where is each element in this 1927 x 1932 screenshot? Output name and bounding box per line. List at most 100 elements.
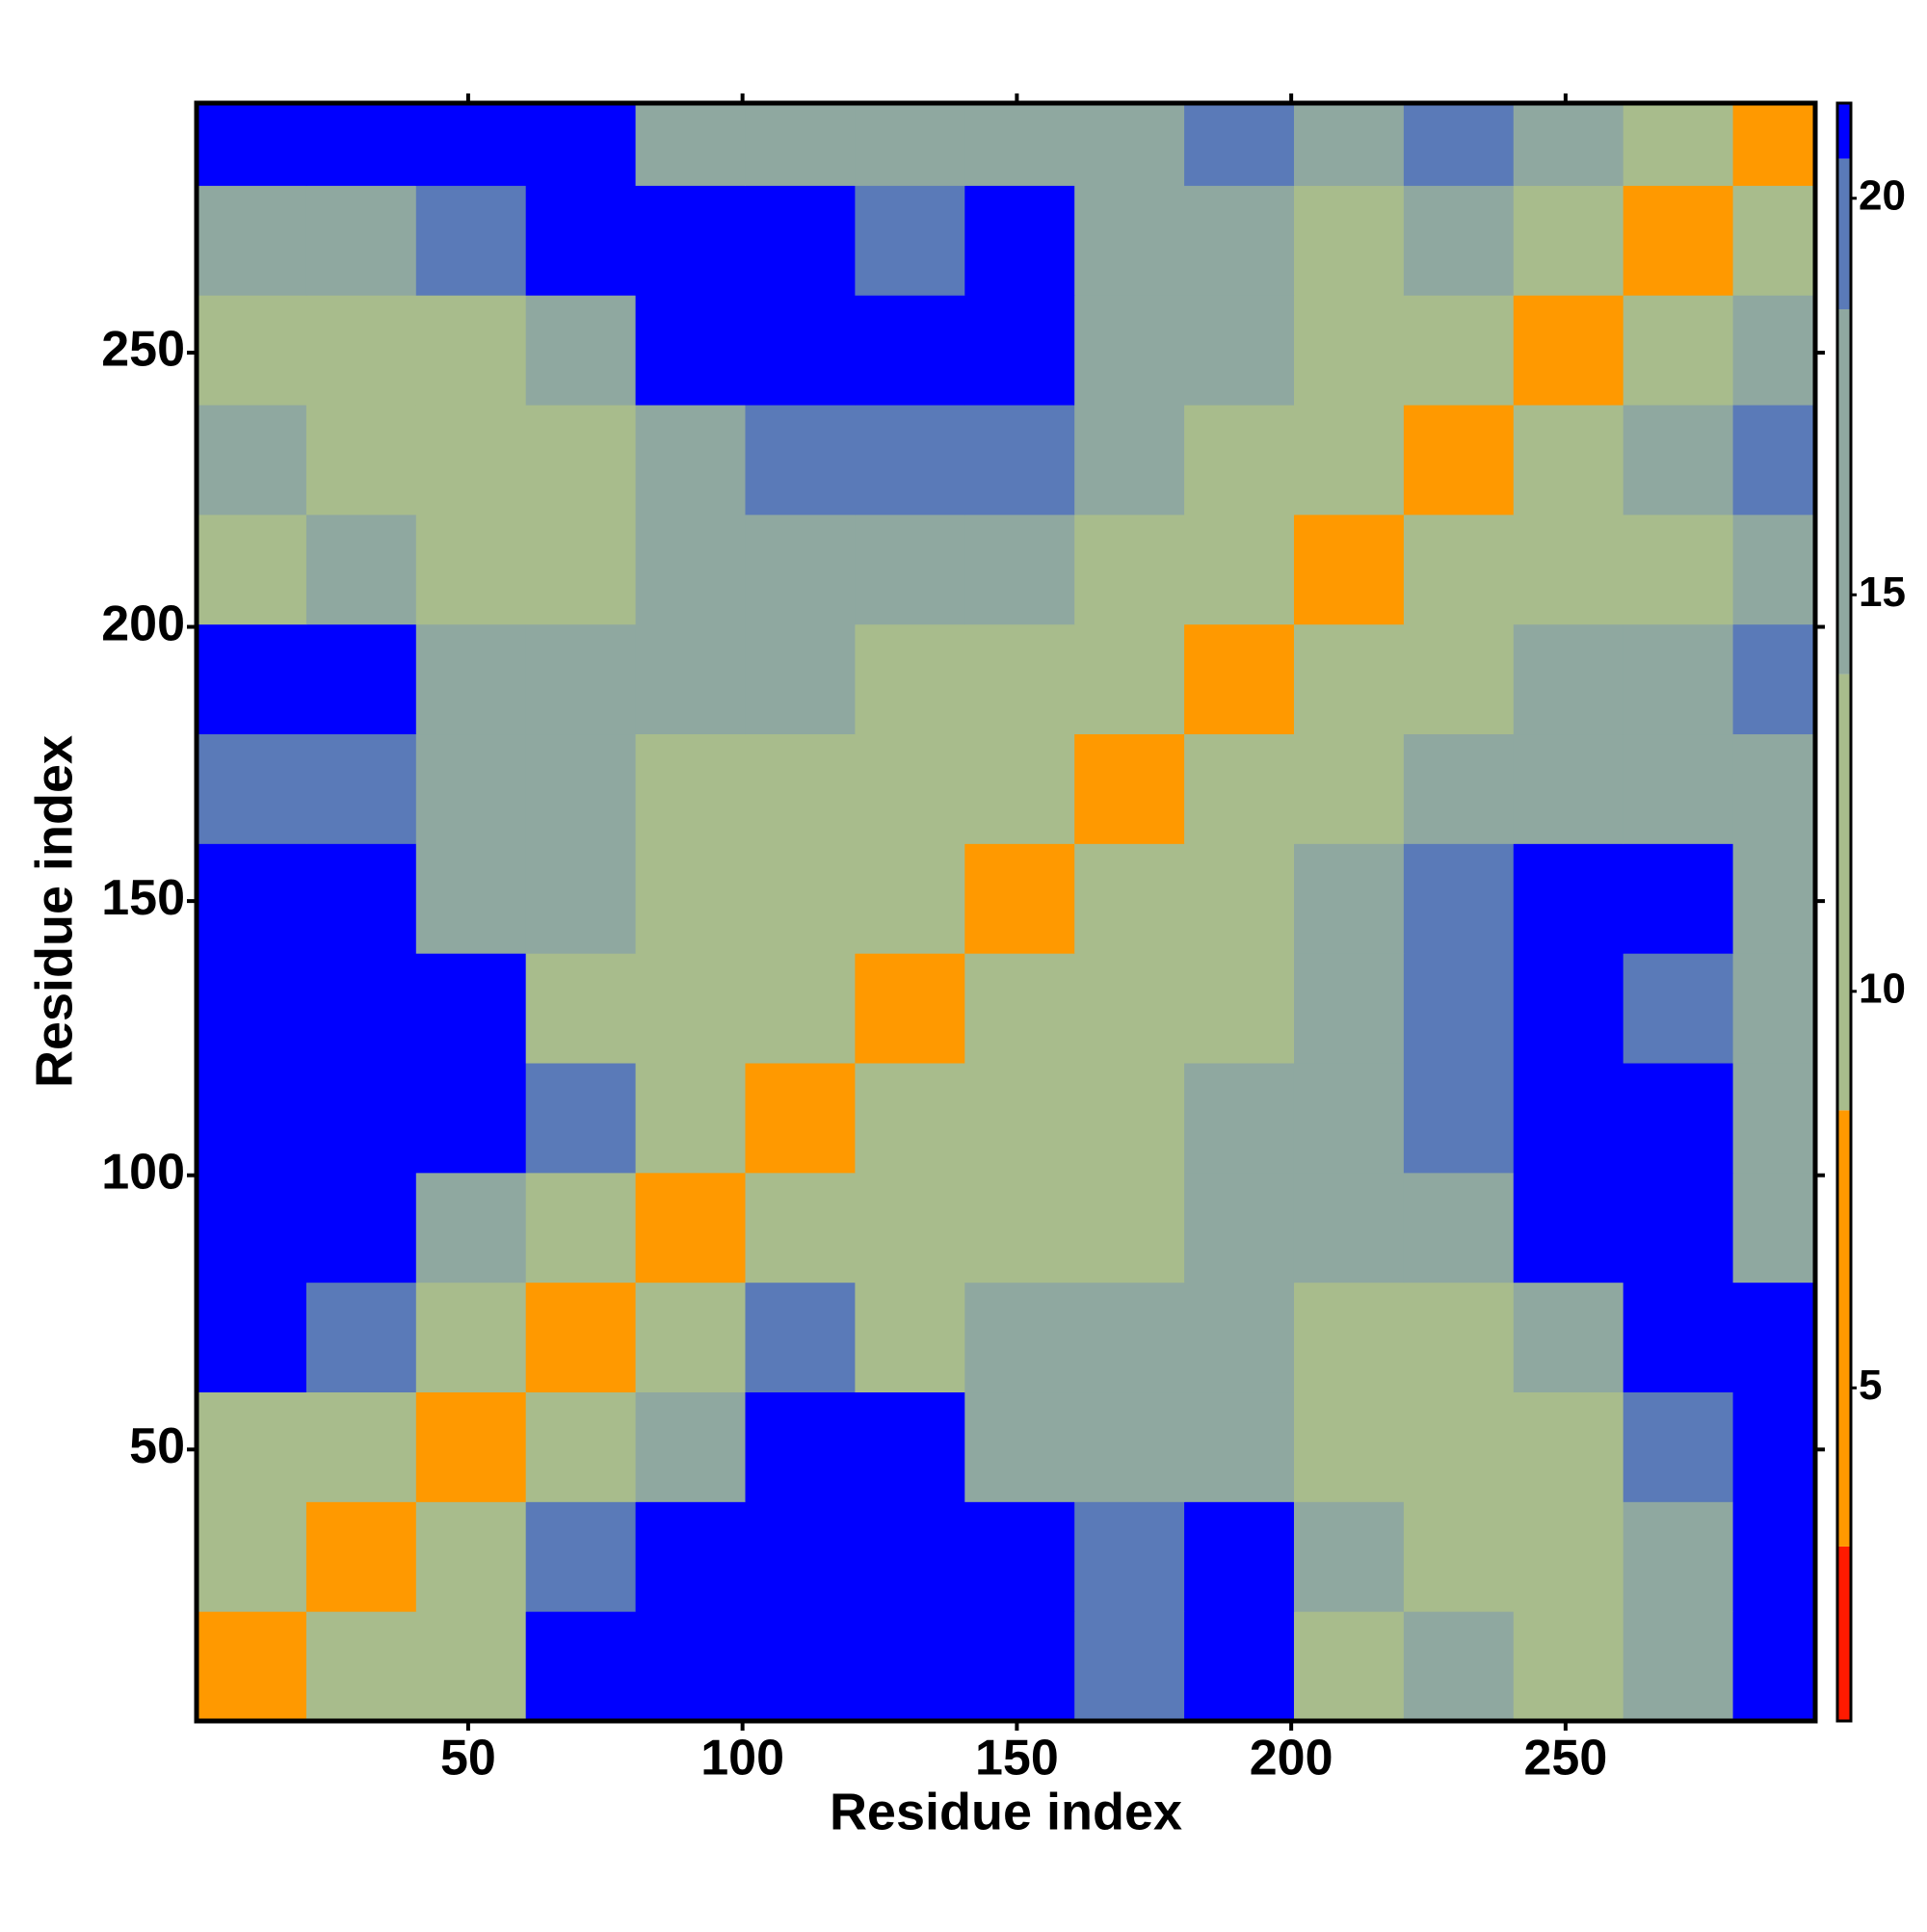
heatmap-cell (855, 623, 965, 735)
heatmap-cell (1513, 1172, 1624, 1284)
heatmap-cell (525, 1172, 637, 1284)
heatmap-cell (1732, 953, 1815, 1064)
heatmap-cell (415, 295, 527, 406)
heatmap-cell (1074, 623, 1185, 735)
heatmap-cell (1293, 405, 1405, 516)
heatmap-cell (197, 1391, 307, 1502)
heatmap-cell (1074, 1391, 1185, 1502)
heatmap-cell (1623, 1282, 1734, 1393)
heatmap-cell (635, 843, 746, 954)
heatmap-cell (1513, 1611, 1624, 1721)
heatmap-cell (197, 843, 307, 954)
heatmap-cell (1403, 1172, 1515, 1284)
heatmap-cell (855, 1063, 965, 1174)
heatmap-cell (305, 843, 417, 954)
heatmap-cell (1293, 1391, 1405, 1502)
heatmap-cell (745, 1501, 856, 1612)
heatmap-cell (855, 843, 965, 954)
colorbar-band (1837, 1546, 1851, 1721)
heatmap-cell (1403, 1282, 1515, 1393)
heatmap-cell (1732, 1391, 1815, 1502)
heatmap-cell (1293, 623, 1405, 735)
heatmap-cell (635, 733, 746, 844)
heatmap-cell (1184, 405, 1295, 516)
heatmap-cell (964, 295, 1075, 406)
heatmap-cell (1293, 295, 1405, 406)
heatmap-cell (525, 1063, 637, 1174)
heatmap-cell (197, 1282, 307, 1393)
heatmap-cell (305, 103, 417, 186)
heatmap-cell (635, 185, 746, 296)
heatmap-cell (1074, 843, 1185, 954)
heatmap-cell (525, 185, 637, 296)
heatmap-cell (855, 405, 965, 516)
heatmap-cell (635, 623, 746, 735)
x-tick-label: 250 (1523, 1731, 1607, 1786)
heatmap-cell (1184, 1172, 1295, 1284)
heatmap-cell (855, 103, 965, 186)
heatmap-cell (197, 103, 307, 186)
heatmap-cell (1293, 1611, 1405, 1721)
heatmap-cell (197, 514, 307, 625)
heatmap-cell (745, 1391, 856, 1502)
heatmap-cell (1623, 623, 1734, 735)
heatmap-cell (635, 1172, 746, 1284)
heatmap-cell (1403, 733, 1515, 844)
heatmap-cell (1293, 1172, 1405, 1284)
heatmap-cell (305, 514, 417, 625)
heatmap-cell (1074, 1063, 1185, 1174)
heatmap-cell (1074, 1611, 1185, 1721)
heatmap-cell (964, 953, 1075, 1064)
heatmap-cell (635, 1611, 746, 1721)
heatmap-cell (1293, 514, 1405, 625)
heatmap-cell (635, 1282, 746, 1393)
heatmap-cell (1732, 1063, 1815, 1174)
heatmap-cell (964, 623, 1075, 735)
heatmap-cell (855, 514, 965, 625)
heatmap-cell (415, 623, 527, 735)
heatmap-cell (635, 953, 746, 1064)
heatmap-cell (855, 1501, 965, 1612)
heatmap-cell (1074, 185, 1185, 296)
heatmap-cell (197, 295, 307, 406)
heatmap-cell (1403, 623, 1515, 735)
heatmap-cell (1513, 1282, 1624, 1393)
heatmap-cell (1623, 514, 1734, 625)
heatmap-cell (415, 405, 527, 516)
heatmap-cell (1403, 843, 1515, 954)
heatmap-cell (525, 843, 637, 954)
heatmap-cell (1732, 295, 1815, 406)
heatmap-cell (1184, 185, 1295, 296)
colorbar-band (1837, 103, 1851, 159)
heatmap-cell (525, 405, 637, 516)
heatmap-cell (305, 405, 417, 516)
heatmap-cell (1732, 405, 1815, 516)
heatmap-cell (305, 953, 417, 1064)
heatmap-cell (1513, 1063, 1624, 1174)
heatmap-cell (1623, 843, 1734, 954)
heatmap-cell (1074, 405, 1185, 516)
heatmap-cell (635, 1063, 746, 1174)
heatmap-cell (855, 733, 965, 844)
heatmap-cell (964, 843, 1075, 954)
x-tick-label: 50 (440, 1731, 496, 1786)
heatmap-cell (855, 1391, 965, 1502)
heatmap-cell (1513, 405, 1624, 516)
heatmap-cell (745, 623, 856, 735)
heatmap-cell (415, 1611, 527, 1721)
heatmap-cell (964, 1611, 1075, 1721)
heatmap-cell (525, 733, 637, 844)
heatmap-cell (635, 295, 746, 406)
heatmap-cell (1623, 1501, 1734, 1612)
heatmap-cell (1403, 514, 1515, 625)
heatmap-cell (1184, 1611, 1295, 1721)
heatmap-cell (1732, 514, 1815, 625)
heatmap-cell (1074, 1282, 1185, 1393)
heatmap-cell (1513, 1391, 1624, 1502)
heatmap-cell (1403, 103, 1515, 186)
heatmap-cell (855, 185, 965, 296)
heatmap-cell (1513, 843, 1624, 954)
heatmap-cell (745, 1611, 856, 1721)
heatmap-cell (745, 405, 856, 516)
heatmap-cell (1732, 185, 1815, 296)
